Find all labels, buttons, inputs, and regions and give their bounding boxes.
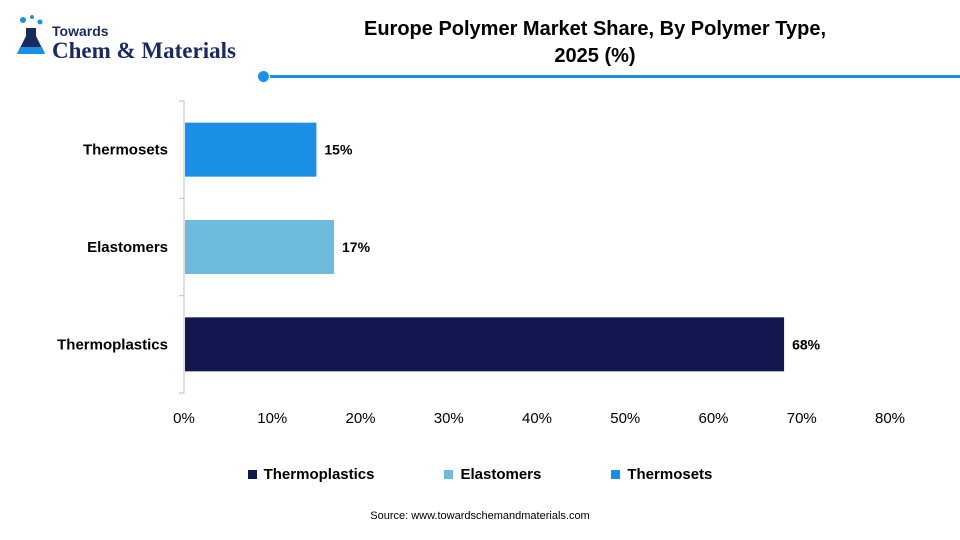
flask-icon bbox=[17, 15, 45, 54]
legend-swatch-elastomers bbox=[444, 470, 454, 479]
logo-top-text: Towards bbox=[52, 23, 109, 39]
divider-line bbox=[270, 75, 960, 78]
bar-elastomers bbox=[185, 220, 335, 274]
chart-title: Europe Polymer Market Share, By Polymer … bbox=[300, 16, 890, 70]
logo: Towards Chem & Materials bbox=[14, 14, 254, 74]
legend-item-elastomers: Elastomers bbox=[444, 466, 541, 483]
x-tick-label: 50% bbox=[610, 410, 640, 427]
data-label-elastomers: 17% bbox=[342, 239, 371, 255]
chart-title-line1: Europe Polymer Market Share, By Polymer … bbox=[363, 18, 827, 40]
x-tick-label: 20% bbox=[345, 410, 375, 427]
legend-swatch-thermosets bbox=[611, 470, 621, 479]
divider-dot bbox=[258, 71, 269, 82]
bar-chart: Thermosets 15% Elastomers 17% Thermoplastics… bbox=[57, 100, 905, 427]
legend: Thermoplastics Elastomers Thermosets bbox=[0, 466, 960, 483]
x-tick-label: 30% bbox=[434, 410, 464, 427]
legend-label-thermosets: Thermosets bbox=[627, 466, 713, 483]
category-label-elastomers: Elastomers bbox=[87, 239, 168, 256]
category-label-thermosets: Thermosets bbox=[83, 142, 168, 159]
legend-item-thermoplastics: Thermoplastics bbox=[247, 466, 375, 483]
data-label-thermosets: 15% bbox=[324, 142, 353, 158]
x-tick-label: 10% bbox=[257, 410, 287, 427]
bar-thermosets bbox=[185, 122, 317, 177]
legend-item-thermosets: Thermosets bbox=[611, 466, 712, 483]
legend-label-thermoplastics: Thermoplastics bbox=[263, 466, 375, 483]
x-tick-label: 70% bbox=[787, 410, 817, 427]
x-tick-label: 40% bbox=[522, 410, 552, 427]
legend-swatch-thermoplastics bbox=[247, 470, 257, 479]
x-tick-label: 80% bbox=[875, 410, 905, 427]
category-label-thermoplastics: Thermoplastics bbox=[57, 336, 168, 353]
bar-thermoplastics bbox=[185, 317, 785, 372]
logo-main-text: Chem & Materials bbox=[52, 38, 236, 63]
chart-title-line2: 2025 (%) bbox=[554, 45, 636, 67]
x-tick-label: 0% bbox=[173, 410, 195, 427]
data-label-thermoplastics: 68% bbox=[792, 336, 821, 352]
source-text: Source: www.towardschemandmaterials.com bbox=[370, 510, 590, 522]
legend-label-elastomers: Elastomers bbox=[460, 466, 542, 483]
x-tick-label: 60% bbox=[698, 410, 728, 427]
